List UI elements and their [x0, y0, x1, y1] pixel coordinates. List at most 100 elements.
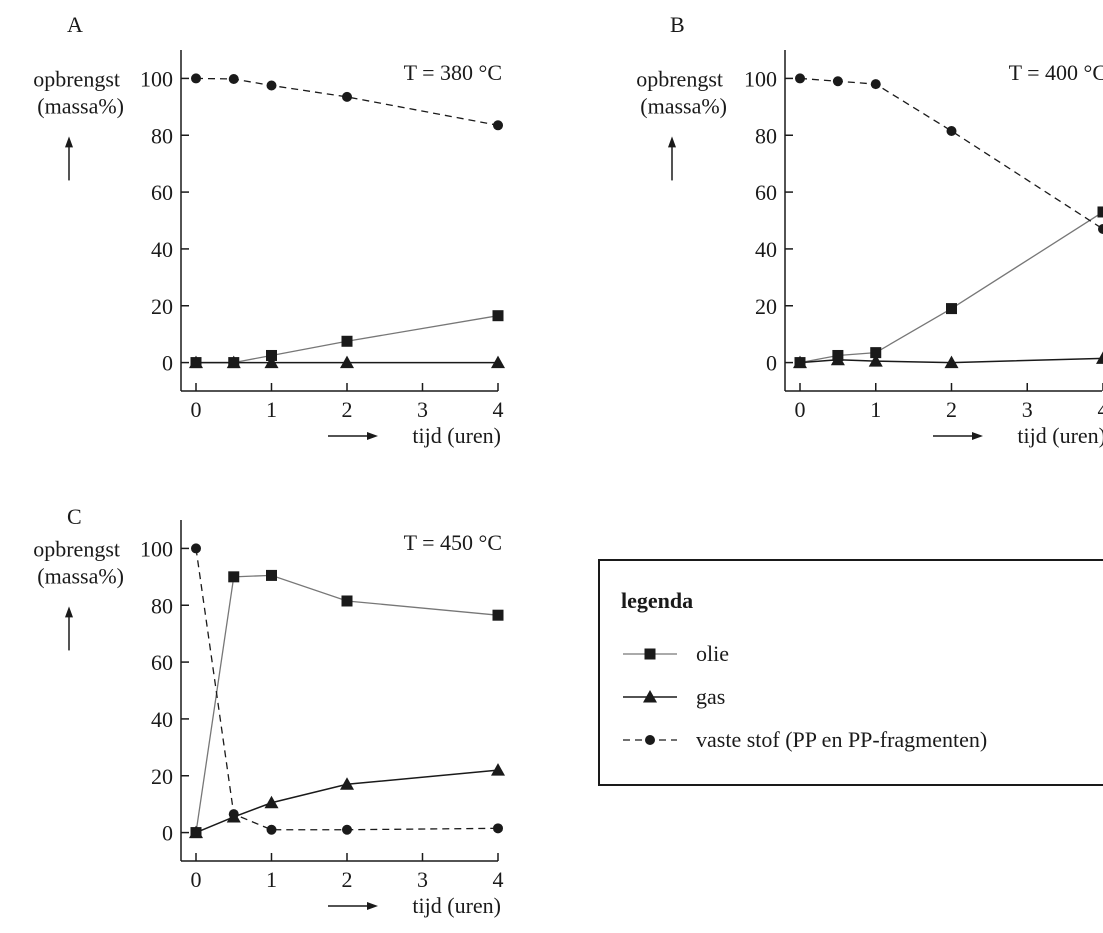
x-axis-arrow-head — [367, 902, 378, 910]
x-axis-label: tijd (uren) — [412, 423, 501, 448]
data-point — [264, 795, 279, 809]
data-point — [189, 825, 203, 839]
series-line — [195, 548, 499, 831]
data-point — [946, 125, 957, 136]
data-point — [191, 543, 201, 554]
y-tick-label: 20 — [151, 294, 173, 319]
legend-label: olie — [696, 641, 729, 666]
y-tick-label: 20 — [151, 764, 173, 789]
x-tick-label: 0 — [191, 867, 202, 892]
x-tick-label: 0 — [795, 397, 806, 422]
series-square — [190, 569, 504, 839]
x-tick-label: 2 — [342, 397, 353, 422]
data-point — [191, 73, 201, 84]
data-point — [189, 355, 203, 369]
x-axis-arrow-head — [367, 432, 378, 440]
y-axis-label-unit: (massa%) — [37, 563, 124, 588]
y-tick-label: 0 — [162, 351, 173, 376]
y-tick-label: 60 — [151, 650, 173, 675]
x-tick-label: 3 — [417, 867, 428, 892]
legend-label: vaste stof (PP en PP-fragmenten) — [696, 727, 987, 752]
data-point — [491, 355, 505, 369]
data-point — [493, 120, 503, 131]
data-point — [341, 335, 353, 347]
y-axis-arrow-head — [668, 136, 676, 148]
y-tick-label: 100 — [140, 536, 173, 561]
data-point — [492, 310, 504, 322]
y-axis-label: opbrengst — [636, 66, 723, 91]
y-tick-label: 100 — [744, 66, 777, 91]
y-axis-label: opbrengst — [33, 536, 120, 561]
data-point — [266, 349, 277, 361]
legend-item: olie — [623, 641, 729, 666]
data-point — [870, 79, 881, 90]
series-triangle — [793, 351, 1103, 369]
legend-label: gas — [696, 684, 725, 709]
y-tick-label: 80 — [151, 593, 173, 618]
y-tick-label: 80 — [151, 123, 173, 148]
data-point — [226, 355, 241, 369]
y-tick-label: 40 — [151, 707, 173, 732]
data-point — [266, 80, 277, 91]
data-point — [830, 352, 845, 366]
data-point — [228, 571, 240, 583]
data-point — [228, 73, 239, 84]
temperature-label: T = 380 °C — [404, 60, 502, 85]
y-tick-label: 40 — [151, 237, 173, 262]
series-circle — [191, 73, 503, 131]
x-tick-label: 1 — [870, 397, 881, 422]
data-point — [795, 73, 805, 84]
y-tick-label: 20 — [755, 294, 777, 319]
series-line — [195, 574, 499, 833]
data-point — [1097, 206, 1103, 218]
data-point — [342, 824, 352, 835]
data-point — [492, 609, 504, 621]
x-tick-label: 4 — [1098, 397, 1103, 422]
data-point — [946, 303, 957, 315]
y-tick-label: 0 — [766, 351, 777, 376]
data-point — [340, 355, 354, 369]
temperature-label: T = 450 °C — [404, 530, 502, 555]
panel-letter: C — [67, 504, 82, 529]
panel-b: B 0 20 40 60 80 100 0 1 2 3 4 opbrengst(massa%) tijd … — [636, 12, 1103, 448]
temperature-label: T = 400 °C — [1009, 60, 1103, 85]
y-tick-label: 60 — [755, 180, 777, 205]
legend-item: gas — [623, 684, 725, 709]
y-tick-label: 60 — [151, 180, 173, 205]
legend-box — [598, 559, 1103, 786]
data-point — [493, 823, 503, 834]
data-point — [870, 347, 882, 359]
panel-letter: B — [670, 12, 685, 37]
data-point — [1096, 351, 1103, 364]
x-tick-label: 4 — [493, 867, 504, 892]
data-point — [266, 824, 277, 835]
data-point — [228, 809, 239, 820]
x-tick-label: 3 — [417, 397, 428, 422]
x-axis-label: tijd (uren) — [412, 893, 501, 918]
x-tick-label: 3 — [1022, 397, 1033, 422]
panel-a: A 0 20 40 60 80 100 0 1 2 3 4 opbrengst(massa%) tijd … — [33, 12, 505, 448]
legend-title: legenda — [621, 588, 693, 613]
series-square — [794, 206, 1103, 369]
data-point — [1098, 224, 1103, 235]
data-point — [944, 355, 959, 369]
y-tick-label: 0 — [162, 821, 173, 846]
series-triangle — [189, 355, 505, 369]
series-line — [799, 77, 1103, 230]
data-point — [491, 763, 505, 776]
data-point — [340, 777, 354, 790]
legend-item: vaste stof (PP en PP-fragmenten) — [623, 727, 987, 752]
data-point — [832, 76, 843, 87]
series-circle — [191, 543, 503, 835]
legend: legenda olie gas vaste stof (PP en PP-fragm… — [598, 559, 1103, 786]
x-tick-label: 1 — [266, 867, 277, 892]
data-point — [342, 91, 352, 102]
data-point — [341, 595, 353, 607]
x-tick-label: 1 — [266, 397, 277, 422]
x-tick-label: 0 — [191, 397, 202, 422]
x-tick-label: 4 — [493, 397, 504, 422]
x-axis-arrow-head — [972, 432, 983, 440]
data-point — [264, 355, 279, 369]
data-point — [266, 569, 277, 581]
